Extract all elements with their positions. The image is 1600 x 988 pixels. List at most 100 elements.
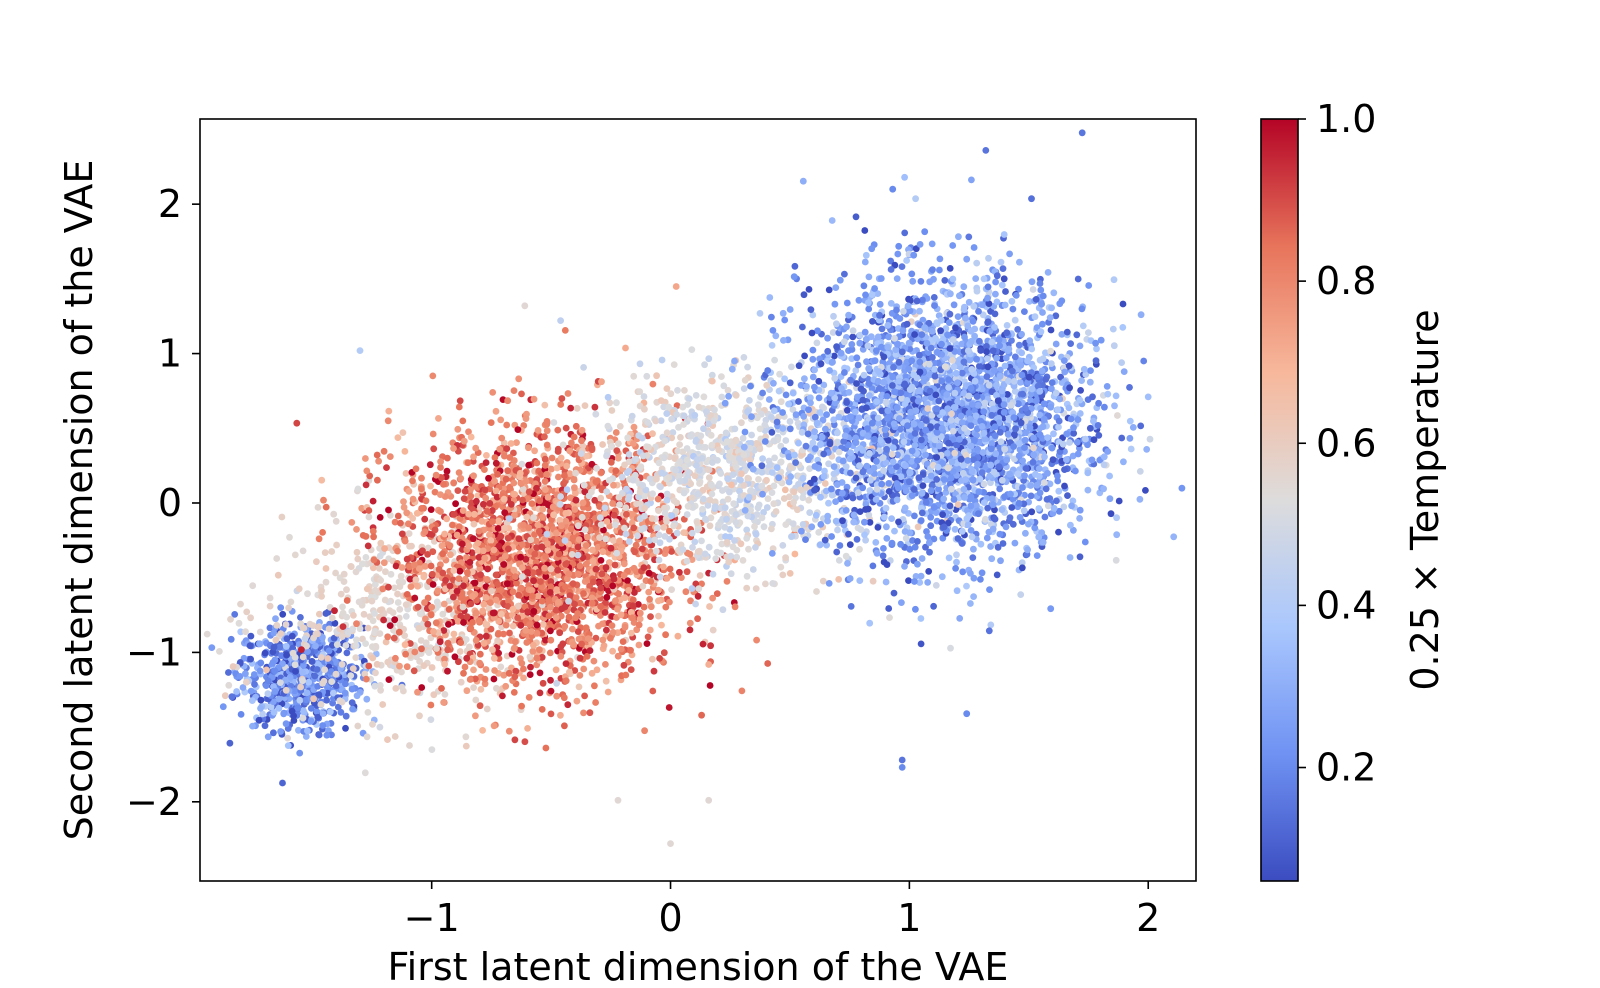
scatter-point: [694, 592, 702, 600]
scatter-point: [348, 685, 356, 693]
scatter-point: [636, 488, 644, 496]
scatter-point: [1142, 487, 1149, 494]
scatter-point: [497, 663, 505, 671]
scatter-point: [426, 461, 434, 469]
scatter-point: [561, 472, 568, 479]
scatter-point: [490, 546, 498, 554]
scatter-point: [712, 555, 720, 562]
scatter-point: [643, 372, 651, 380]
scatter-point: [379, 701, 387, 708]
scatter-point: [349, 665, 357, 672]
scatter-point: [283, 635, 291, 642]
scatter-point: [341, 689, 349, 697]
scatter-point: [673, 529, 681, 537]
scatter-point: [455, 469, 463, 476]
scatter-point: [528, 500, 536, 507]
scatter-point: [533, 654, 541, 662]
scatter-point: [754, 414, 761, 422]
scatter-point: [229, 663, 237, 670]
scatter-point: [605, 477, 613, 484]
scatter-point: [505, 727, 513, 735]
scatter-point: [777, 398, 785, 406]
scatter-point: [663, 410, 671, 417]
scatter-point: [557, 711, 564, 719]
scatter-point: [770, 437, 778, 445]
scatter-point: [272, 636, 280, 644]
scatter-point: [599, 441, 606, 448]
scatter-point: [405, 520, 412, 528]
scatter-point: [510, 689, 518, 696]
scatter-point: [475, 617, 483, 625]
scatter-point: [732, 391, 740, 399]
scatter-point: [557, 401, 565, 408]
scatter-point: [349, 705, 356, 713]
scatter-point: [524, 608, 532, 615]
scatter-point: [352, 642, 360, 649]
scatter-point: [406, 575, 414, 583]
scatter-point: [536, 689, 544, 697]
scatter-point: [477, 686, 485, 693]
scatter-point: [497, 610, 505, 618]
scatter-point: [635, 641, 643, 649]
scatter-point: [768, 429, 776, 436]
scatter-point: [602, 677, 610, 685]
scatter-point: [494, 525, 502, 532]
scatter-point: [825, 499, 832, 507]
scatter-point: [645, 443, 652, 451]
scatter-point: [438, 542, 446, 550]
scatter-point: [576, 654, 584, 662]
scatter-point: [303, 689, 311, 697]
scatter-point: [439, 610, 447, 618]
scatter-point: [603, 593, 611, 601]
scatter-point: [328, 548, 336, 555]
scatter-point: [387, 570, 395, 578]
scatter-point: [375, 565, 383, 572]
scatter-point: [342, 680, 349, 688]
scatter-point: [562, 424, 570, 432]
scatter-point: [343, 597, 351, 604]
scatter-point: [688, 585, 696, 592]
scatter-point: [556, 629, 564, 637]
scatter-point: [872, 539, 880, 546]
scatter-point: [621, 594, 629, 602]
scatter-point: [539, 620, 547, 628]
scatter-point: [713, 590, 721, 597]
scatter-point: [574, 522, 582, 530]
scatter-point: [282, 621, 290, 628]
scatter-point: [588, 488, 595, 496]
scatter-point: [282, 642, 290, 650]
scatter-point: [788, 363, 795, 371]
scatter-point: [666, 598, 673, 606]
scatter-point: [543, 441, 551, 449]
scatter-point: [655, 612, 662, 620]
scatter-point: [515, 375, 523, 383]
scatter-point: [395, 628, 403, 636]
scatter-point: [331, 607, 338, 615]
scatter-point: [344, 629, 352, 636]
scatter-point: [518, 541, 526, 548]
scatter-point: [650, 667, 658, 675]
scatter-point: [729, 543, 737, 551]
scatter-point: [242, 670, 249, 678]
scatter-point: [583, 533, 591, 541]
scatter-point: [572, 594, 580, 601]
scatter-point: [748, 413, 755, 420]
scatter-point: [227, 615, 234, 623]
scatter-point: [531, 550, 539, 558]
scatter-point: [348, 519, 356, 526]
scatter-point: [355, 598, 363, 606]
scatter-point: [461, 488, 469, 495]
scatter-point: [511, 491, 519, 498]
scatter-point: [446, 582, 454, 590]
scatter-point: [435, 654, 442, 662]
scatter-point: [518, 702, 525, 710]
scatter-point: [562, 660, 570, 667]
scatter-point: [500, 630, 507, 638]
scatter-point: [852, 213, 860, 221]
scatter-point: [665, 474, 673, 481]
scatter-point: [536, 646, 543, 654]
scatter-point: [428, 603, 436, 611]
scatter-point: [586, 647, 594, 654]
scatter-point: [466, 558, 474, 566]
scatter-point: [415, 625, 423, 632]
